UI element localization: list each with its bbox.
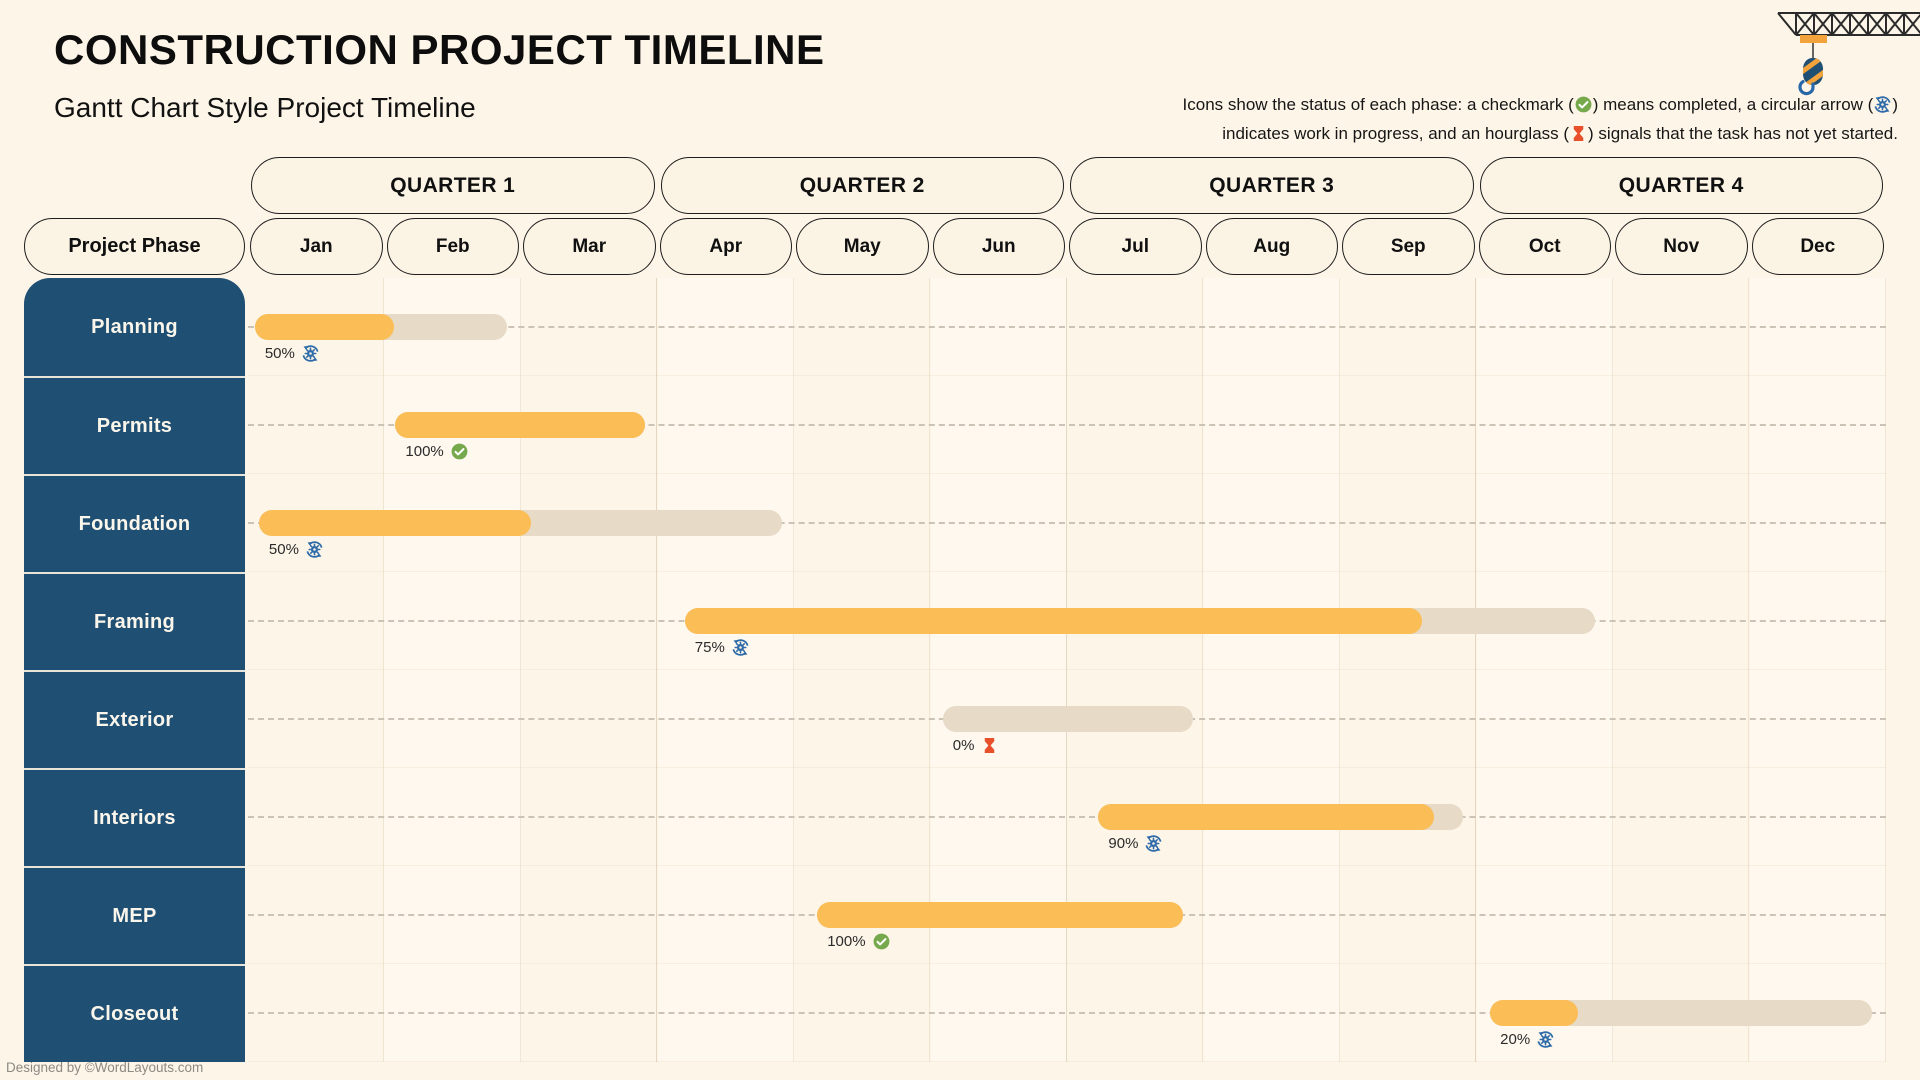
circular-arrow-gear-icon (1144, 834, 1163, 853)
circular-arrow-gear-icon (1873, 95, 1892, 114)
progress-percent: 75% (694, 639, 725, 656)
sidebar-item-planning: Planning (91, 315, 178, 338)
gantt-bar-fill (258, 510, 531, 536)
legend-text: Icons show the status of each phase: a c… (1182, 95, 1574, 114)
gantt-bar-track (942, 706, 1193, 732)
month-header-jan: Jan (250, 218, 383, 275)
gantt-chart: QUARTER 1 QUARTER 2 QUARTER 3 QUARTER 4 Pro… (24, 157, 1886, 1062)
gantt-plot: 50% 100% 50% 75% 0% 90% 100% 20% (248, 278, 1886, 1062)
sidebar-item-foundation: Foundation (24, 474, 245, 572)
sidebar-item-exterior: Exterior (24, 670, 245, 768)
circular-arrow-gear-icon (305, 540, 324, 559)
gantt-body: Planning Permits Foundation Framing Exterior… (24, 278, 1886, 1062)
month-header-feb: Feb (386, 218, 519, 275)
gantt-row-planning: 50% (248, 278, 1886, 376)
quarter-header-3: QUARTER 3 (1070, 157, 1474, 214)
progress-percent: 100% (405, 443, 444, 460)
legend-line-1: Icons show the status of each phase: a c… (1068, 90, 1898, 119)
quarter-header-row: QUARTER 1 QUARTER 2 QUARTER 3 QUARTER 4 (248, 157, 1886, 214)
quarter-header-2: QUARTER 2 (660, 157, 1064, 214)
month-header-jul: Jul (1069, 218, 1202, 275)
month-header-dec: Dec (1751, 218, 1884, 275)
legend-text: ) (1892, 95, 1898, 114)
legend-text: indicates work in progress, and an hourg… (1222, 124, 1570, 143)
month-pills: Jan Feb Mar Apr May Jun Jul Aug Sep Oct Nov Dec (248, 218, 1886, 275)
progress-percent: 50% (268, 541, 299, 558)
circular-arrow-gear-icon (301, 344, 320, 363)
progress-percent: 20% (1500, 1031, 1531, 1048)
sidebar-item-permits: Permits (24, 376, 245, 474)
gantt-bar-fill (395, 412, 646, 438)
credit-text: Designed by ©WordLayouts.com (6, 1060, 204, 1075)
gantt-bar-track (258, 510, 782, 536)
bar-progress-label: 75% (695, 638, 750, 657)
page-title: CONSTRUCTION PROJECT TIMELINE (54, 26, 825, 73)
phase-sidebar: Planning Permits Foundation Framing Exterior… (24, 278, 245, 1062)
month-header-oct: Oct (1478, 218, 1611, 275)
gantt-row-foundation: 50% (248, 474, 1886, 572)
bar-progress-label: 90% (1108, 834, 1163, 853)
sidebar-item-framing: Framing (24, 572, 245, 670)
hourglass-icon (980, 736, 999, 755)
legend-text: ) means completed, a circular arrow ( (1592, 95, 1874, 114)
bar-progress-label: 0% (953, 736, 1000, 755)
gantt-bar-track (1098, 804, 1463, 830)
gantt-row-framing: 75% (248, 572, 1886, 670)
legend-text: ) signals that the task has not yet star… (1588, 124, 1898, 143)
bar-progress-label: 50% (269, 540, 324, 559)
gantt-bar-fill (1490, 1000, 1579, 1026)
progress-percent: 50% (264, 345, 295, 362)
quarter-header-1: QUARTER 1 (251, 157, 655, 214)
gantt-bar-track (254, 314, 508, 340)
bar-progress-label: 20% (1500, 1030, 1555, 1049)
gantt-bar-track (395, 412, 646, 438)
circular-arrow-gear-icon (731, 638, 750, 657)
project-phase-header: Project Phase (24, 218, 245, 275)
gantt-row-permits: 100% (248, 376, 1886, 474)
progress-percent: 100% (827, 933, 866, 950)
month-header-nov: Nov (1615, 218, 1748, 275)
month-header-may: May (796, 218, 929, 275)
page-subtitle: Gantt Chart Style Project Timeline (54, 92, 476, 123)
gantt-row-exterior: 0% (248, 670, 1886, 768)
month-header-sep: Sep (1342, 218, 1475, 275)
month-header-mar: Mar (523, 218, 656, 275)
month-header-aug: Aug (1205, 218, 1338, 275)
gantt-bar-fill (817, 902, 1184, 928)
gantt-bar-fill (1098, 804, 1434, 830)
gantt-bar-track (817, 902, 1184, 928)
gantt-bar-track (684, 608, 1596, 634)
circular-arrow-gear-icon (1536, 1030, 1555, 1049)
check-circle-icon (450, 442, 469, 461)
sidebar-item-mep: MEP (24, 866, 245, 964)
check-circle-icon (872, 932, 891, 951)
month-header-apr: Apr (659, 218, 792, 275)
month-header-row: Project Phase Jan Feb Mar Apr May Jun Jul Aug Se… (24, 218, 1886, 275)
quarter-header-4: QUARTER 4 (1479, 157, 1883, 214)
month-header-jun: Jun (932, 218, 1065, 275)
gantt-bar-track (1490, 1000, 1873, 1026)
hourglass-icon (1569, 124, 1588, 143)
progress-percent: 0% (952, 737, 975, 754)
check-circle-icon (1574, 95, 1593, 114)
status-legend: Icons show the status of each phase: a c… (1068, 90, 1898, 148)
legend-line-2: indicates work in progress, and an hourg… (1068, 119, 1898, 148)
bar-progress-label: 100% (827, 932, 890, 951)
gantt-row-interiors: 90% (248, 768, 1886, 866)
bar-progress-label: 100% (405, 442, 468, 461)
crane-icon (1774, 6, 1920, 96)
sidebar-item-closeout: Closeout (24, 964, 245, 1062)
sidebar-item-interiors: Interiors (24, 768, 245, 866)
gantt-row-closeout: 20% (248, 964, 1886, 1062)
gantt-bar-fill (254, 314, 394, 340)
progress-percent: 90% (1108, 835, 1139, 852)
gantt-row-mep: 100% (248, 866, 1886, 964)
gantt-bar-fill (684, 608, 1423, 634)
bar-progress-label: 50% (265, 344, 320, 363)
